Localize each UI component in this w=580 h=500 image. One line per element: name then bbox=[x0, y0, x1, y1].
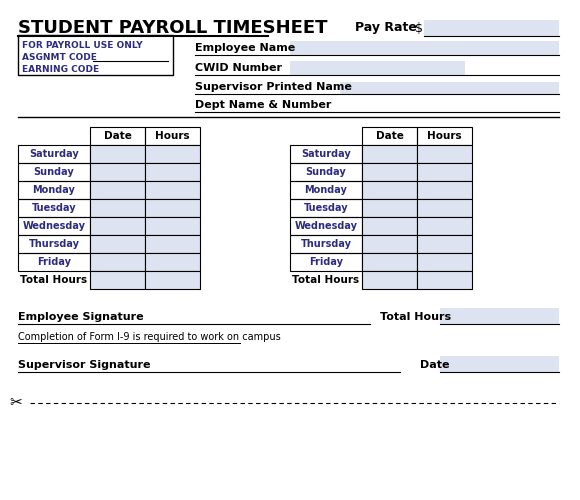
Text: Dept Name & Number: Dept Name & Number bbox=[195, 100, 331, 110]
FancyBboxPatch shape bbox=[362, 145, 417, 163]
FancyBboxPatch shape bbox=[90, 217, 145, 235]
FancyBboxPatch shape bbox=[90, 271, 145, 289]
FancyBboxPatch shape bbox=[145, 253, 200, 271]
FancyBboxPatch shape bbox=[424, 20, 559, 36]
FancyBboxPatch shape bbox=[90, 181, 145, 199]
FancyBboxPatch shape bbox=[145, 271, 200, 289]
FancyBboxPatch shape bbox=[362, 271, 417, 289]
FancyBboxPatch shape bbox=[417, 235, 472, 253]
Text: CWID Number: CWID Number bbox=[195, 63, 282, 73]
Text: Wednesday: Wednesday bbox=[23, 221, 85, 231]
Text: Employee Signature: Employee Signature bbox=[18, 312, 144, 322]
Text: Supervisor Printed Name: Supervisor Printed Name bbox=[195, 82, 352, 92]
FancyBboxPatch shape bbox=[290, 61, 465, 75]
Text: Date: Date bbox=[104, 131, 132, 141]
FancyBboxPatch shape bbox=[90, 145, 145, 163]
FancyBboxPatch shape bbox=[417, 145, 472, 163]
Text: Date: Date bbox=[420, 360, 450, 370]
Text: Saturday: Saturday bbox=[301, 149, 351, 159]
Text: Friday: Friday bbox=[309, 257, 343, 267]
FancyBboxPatch shape bbox=[145, 199, 200, 217]
Text: $: $ bbox=[415, 22, 423, 35]
FancyBboxPatch shape bbox=[90, 199, 145, 217]
FancyBboxPatch shape bbox=[90, 163, 145, 181]
FancyBboxPatch shape bbox=[362, 253, 417, 271]
FancyBboxPatch shape bbox=[290, 41, 559, 55]
Text: Pay Rate: Pay Rate bbox=[355, 22, 417, 35]
FancyBboxPatch shape bbox=[417, 181, 472, 199]
Text: Completion of Form I-9 is required to work on campus: Completion of Form I-9 is required to wo… bbox=[18, 332, 281, 342]
FancyBboxPatch shape bbox=[417, 199, 472, 217]
Text: Total Hours: Total Hours bbox=[380, 312, 451, 322]
FancyBboxPatch shape bbox=[362, 235, 417, 253]
Text: Employee Name: Employee Name bbox=[195, 43, 295, 53]
Text: Supervisor Signature: Supervisor Signature bbox=[18, 360, 150, 370]
Text: Monday: Monday bbox=[32, 185, 75, 195]
Text: Thursday: Thursday bbox=[300, 239, 351, 249]
Text: Sunday: Sunday bbox=[306, 167, 346, 177]
Text: ✂: ✂ bbox=[10, 396, 23, 410]
Text: Tuesday: Tuesday bbox=[32, 203, 77, 213]
Text: Monday: Monday bbox=[304, 185, 347, 195]
Text: Wednesday: Wednesday bbox=[295, 221, 357, 231]
FancyBboxPatch shape bbox=[440, 308, 559, 324]
Text: Date: Date bbox=[376, 131, 404, 141]
Text: Friday: Friday bbox=[37, 257, 71, 267]
FancyBboxPatch shape bbox=[90, 253, 145, 271]
Text: EARNING CODE: EARNING CODE bbox=[22, 64, 99, 74]
Text: Hours: Hours bbox=[155, 131, 190, 141]
FancyBboxPatch shape bbox=[417, 217, 472, 235]
FancyBboxPatch shape bbox=[145, 235, 200, 253]
FancyBboxPatch shape bbox=[362, 199, 417, 217]
Text: Saturday: Saturday bbox=[29, 149, 79, 159]
FancyBboxPatch shape bbox=[145, 217, 200, 235]
Text: Total Hours: Total Hours bbox=[292, 275, 360, 285]
Text: Thursday: Thursday bbox=[28, 239, 79, 249]
FancyBboxPatch shape bbox=[90, 235, 145, 253]
FancyBboxPatch shape bbox=[362, 181, 417, 199]
Text: Total Hours: Total Hours bbox=[20, 275, 88, 285]
FancyBboxPatch shape bbox=[362, 163, 417, 181]
FancyBboxPatch shape bbox=[417, 253, 472, 271]
Text: STUDENT PAYROLL TIMESHEET: STUDENT PAYROLL TIMESHEET bbox=[18, 19, 328, 37]
FancyBboxPatch shape bbox=[145, 163, 200, 181]
FancyBboxPatch shape bbox=[145, 145, 200, 163]
FancyBboxPatch shape bbox=[362, 217, 417, 235]
Text: ASGNMT CODE: ASGNMT CODE bbox=[22, 52, 97, 62]
Text: Sunday: Sunday bbox=[34, 167, 74, 177]
FancyBboxPatch shape bbox=[440, 356, 559, 372]
FancyBboxPatch shape bbox=[340, 82, 559, 94]
Text: Tuesday: Tuesday bbox=[304, 203, 349, 213]
FancyBboxPatch shape bbox=[417, 163, 472, 181]
FancyBboxPatch shape bbox=[145, 181, 200, 199]
FancyBboxPatch shape bbox=[417, 271, 472, 289]
Text: FOR PAYROLL USE ONLY: FOR PAYROLL USE ONLY bbox=[22, 40, 143, 50]
Text: Hours: Hours bbox=[427, 131, 462, 141]
